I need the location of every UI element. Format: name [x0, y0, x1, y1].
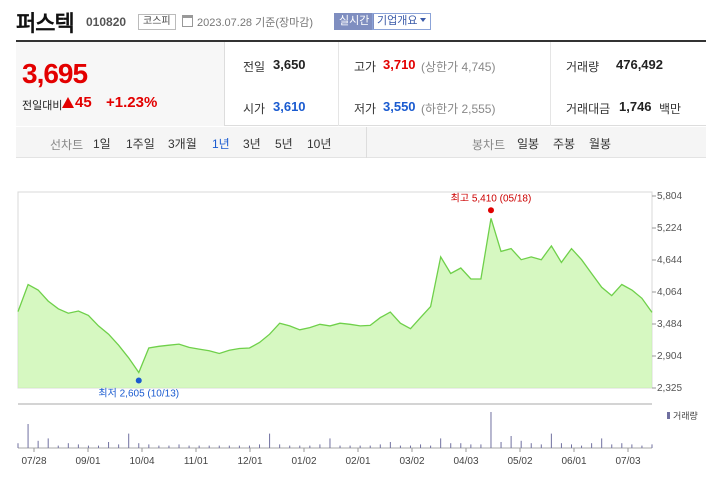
prev-close-label: 전일 [243, 60, 266, 74]
amount-unit: 백만 [659, 102, 682, 116]
x-tick-label: 12/01 [237, 456, 262, 467]
period-1week[interactable]: 1주일 [126, 137, 155, 151]
date-text: 2023.07.28 기준(장마감) [197, 17, 314, 29]
prev-close-value: 3,650 [273, 57, 306, 72]
company-overview-label: 기업개요 [377, 15, 418, 27]
stock-header: 퍼스텍 010820 코스피 2023.07.28 기준(장마감) 실시간 기업… [0, 0, 706, 40]
x-tick-label: 03/02 [399, 456, 424, 467]
x-tick-label: 01/02 [291, 456, 316, 467]
x-tick-label: 04/03 [453, 456, 478, 467]
current-price-box: 3,695 전일대비 45 +1.23% [16, 42, 225, 126]
x-tick-label: 06/01 [561, 456, 586, 467]
column-divider [550, 42, 551, 126]
current-price: 3,695 [22, 58, 88, 89]
volume-legend-label: 거래량 [673, 410, 698, 421]
realtime-button[interactable]: 실시간 [334, 13, 375, 30]
bar-divider [366, 127, 367, 158]
price-chart-area: 5,804 5,224 4,644 4,064 3,484 2,904 2,325 최고 5… [0, 172, 706, 480]
x-tick-label: 07/28 [21, 456, 46, 467]
price-chart: 5,804 5,224 4,644 4,064 3,484 2,904 2,325 최고 5… [17, 191, 698, 467]
upper-limit: (상한가 4,745) [421, 60, 496, 74]
period-3year[interactable]: 3년 [243, 137, 261, 151]
line-chart-label: 선차트 [50, 138, 84, 152]
x-tick-label: 07/03 [615, 456, 640, 467]
y-tick-label: 3,484 [657, 319, 682, 330]
up-arrow-icon [62, 97, 74, 108]
x-tick-label: 10/04 [129, 456, 154, 467]
period-1year[interactable]: 1년 [212, 137, 230, 151]
low-marker [135, 377, 142, 384]
stock-name: 퍼스텍 [16, 11, 75, 36]
period-3month[interactable]: 3개월 [168, 137, 197, 151]
open-label: 시가 [243, 102, 266, 116]
amount-label: 거래대금 [566, 102, 611, 116]
y-axis: 5,804 5,224 4,644 4,064 3,484 2,904 2,325 [652, 191, 682, 394]
company-overview-button[interactable]: 기업개요 [372, 13, 432, 30]
high-annotation: 최고 5,410 (05/18) [451, 192, 532, 204]
price-area [18, 218, 652, 388]
lower-limit: (하한가 2,555) [421, 102, 496, 116]
period-10year[interactable]: 10년 [307, 137, 332, 151]
y-tick-label: 2,904 [657, 351, 682, 362]
period-1day[interactable]: 1일 [93, 137, 111, 151]
x-tick-label: 09/01 [75, 456, 100, 467]
x-tick-label: 02/01 [345, 456, 370, 467]
candle-monthly[interactable]: 월봉 [589, 137, 612, 151]
caret-down-icon [420, 18, 427, 22]
candle-daily[interactable]: 일봉 [517, 137, 540, 151]
x-tick-label: 05/02 [507, 456, 532, 467]
low-value: 3,550 [383, 99, 416, 114]
change-rate: +1.23% [106, 94, 158, 111]
candle-weekly[interactable]: 주봉 [553, 137, 576, 151]
change-value: 45 [75, 94, 92, 111]
y-tick-label: 5,804 [657, 191, 682, 202]
y-tick-label: 4,064 [657, 287, 682, 298]
calendar-icon [182, 15, 193, 27]
open-value: 3,610 [273, 99, 306, 114]
volume-legend-swatch [667, 412, 670, 419]
chart-period-bar: 선차트 1일 1주일 3개월 1년 3년 5년 10년 봉차트 일봉 주봉 월봉 [16, 127, 706, 158]
price-line [17, 218, 653, 374]
high-value: 3,710 [383, 57, 416, 72]
y-tick-label: 2,325 [657, 383, 682, 394]
y-tick-label: 4,644 [657, 255, 682, 266]
low-label: 저가 [354, 102, 377, 116]
x-axis: 07/28 09/01 10/04 11/01 12/01 01/02 02/01 03/02… [21, 448, 641, 467]
x-tick-label: 11/01 [184, 456, 209, 467]
price-summary: 3,695 전일대비 45 +1.23% 전일 3,650 시가 3,610 고… [16, 40, 706, 126]
column-divider [338, 42, 339, 126]
period-5year[interactable]: 5년 [275, 137, 293, 151]
y-tick-label: 5,224 [657, 223, 682, 234]
high-label: 고가 [354, 60, 377, 74]
high-low-markers: 최고 5,410 (05/18) 최저 2,605 (10/13) [98, 192, 531, 399]
volume-label: 거래량 [566, 60, 600, 74]
low-annotation: 최저 2,605 (10/13) [98, 388, 179, 400]
high-marker [487, 207, 494, 214]
amount-value: 1,746 [619, 99, 652, 114]
stock-code: 010820 [86, 15, 127, 29]
change-label: 전일대비 [22, 100, 63, 112]
candle-chart-label: 봉차트 [472, 138, 506, 152]
volume-value: 476,492 [616, 57, 663, 72]
volume-bars: 거래량 [17, 410, 698, 448]
market-badge: 코스피 [138, 14, 176, 30]
